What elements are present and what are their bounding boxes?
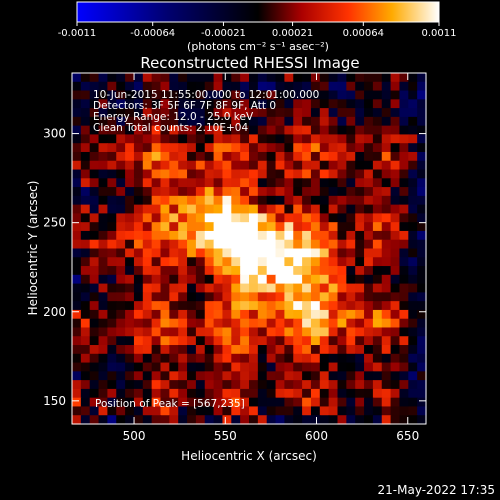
annotation-time: 10-Jun-2015 11:55:00.000 to 12:01:00.000 — [93, 89, 319, 101]
peak-position-label: Position of Peak = [567,235] — [95, 398, 245, 410]
chart-title: Reconstructed RHESSI Image — [140, 54, 359, 72]
colorbar-tick-label: 0.00064 — [343, 28, 384, 39]
colorbar-ticks: -0.0011 -0.00064 -0.00021 0.00021 0.00064 0.0… — [58, 22, 457, 39]
y-tick-label: 300 — [43, 127, 66, 141]
y-tick-label: 200 — [43, 305, 66, 319]
annotation-clean: Clean Total counts: 2.10E+04 — [93, 122, 248, 134]
colorbar-tick-label: -0.0011 — [58, 28, 97, 39]
y-tick-label: 250 — [43, 216, 66, 230]
x-tick-label: 600 — [305, 429, 328, 443]
y-axis-label: Heliocentric Y (arcsec) — [26, 181, 40, 316]
x-tick-label: 500 — [123, 429, 146, 443]
y-tick-label: 150 — [43, 394, 66, 408]
colorbar-tick-label: 0.0011 — [422, 28, 457, 39]
colorbar-tick-label: -0.00064 — [130, 28, 175, 39]
annotation-detectors: Detectors: 3F 5F 6F 7F 8F 9F, Att 0 — [93, 100, 276, 112]
plot-frame — [71, 72, 427, 425]
x-axis-label: Heliocentric X (arcsec) — [181, 449, 317, 463]
x-tick-label: 650 — [396, 429, 419, 443]
colorbar-tick-label: 0.00021 — [272, 28, 313, 39]
axis-ticks: 500 550 600 650 150 200 250 300 — [43, 73, 426, 443]
colorbar — [76, 1, 440, 23]
colorbar-tick-label: -0.00021 — [201, 28, 246, 39]
colorbar-unit-label: (photons cm⁻² s⁻¹ asec⁻²) — [187, 40, 329, 53]
annotation-energy: Energy Range: 12.0 - 25.0 keV — [93, 111, 254, 123]
heatmap-image — [72, 73, 427, 425]
x-tick-label: 550 — [214, 429, 237, 443]
footer-timestamp: 21-May-2022 17:35 — [378, 483, 495, 497]
